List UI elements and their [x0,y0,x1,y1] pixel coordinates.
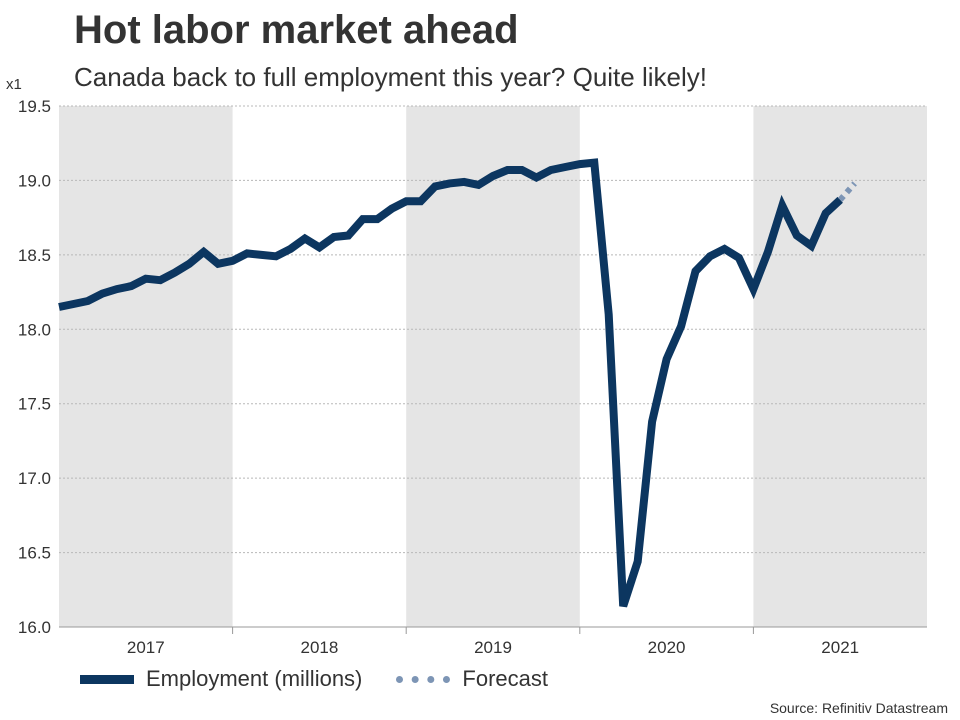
legend-label-employment: Employment (millions) [146,666,363,691]
x-tick-label-2017: 2017 [127,638,165,657]
y-tick-label: 19.5 [18,97,51,116]
legend-swatch-employment [80,674,134,684]
y-tick-label: 19.0 [18,171,51,190]
y-tick-label: 17.5 [18,395,51,414]
x-tick-label-2018: 2018 [300,638,338,657]
y-tick-label: 16.5 [18,544,51,563]
x-tick-label-2020: 2020 [648,638,686,657]
y-tick-label: 18.0 [18,320,51,339]
year-band-2021 [753,106,927,627]
chart-subtitle: Canada back to full employment this year… [74,62,707,92]
year-band-2019 [406,106,580,627]
legend-item-employment: Employment (millions) [80,666,362,692]
y-tick-label: 18.5 [18,246,51,265]
y-axis-scale-note: x1 [6,76,22,93]
employment-line [58,158,843,608]
legend-label-forecast: Forecast [462,666,548,691]
legend: Employment (millions) Forecast [80,666,582,692]
x-tick-label-2019: 2019 [474,638,512,657]
legend-swatch-forecast [396,675,451,683]
forecast-line [837,181,857,202]
y-tick-label: 17.0 [18,469,51,488]
year-band-2017 [59,106,233,627]
x-tick-label-2021: 2021 [821,638,859,657]
y-tick-label: 16.0 [18,618,51,637]
source-note: Source: Refinitiv Datastream [769,700,948,716]
chart-title: Hot labor market ahead [74,8,519,52]
legend-item-forecast: Forecast [396,666,548,692]
